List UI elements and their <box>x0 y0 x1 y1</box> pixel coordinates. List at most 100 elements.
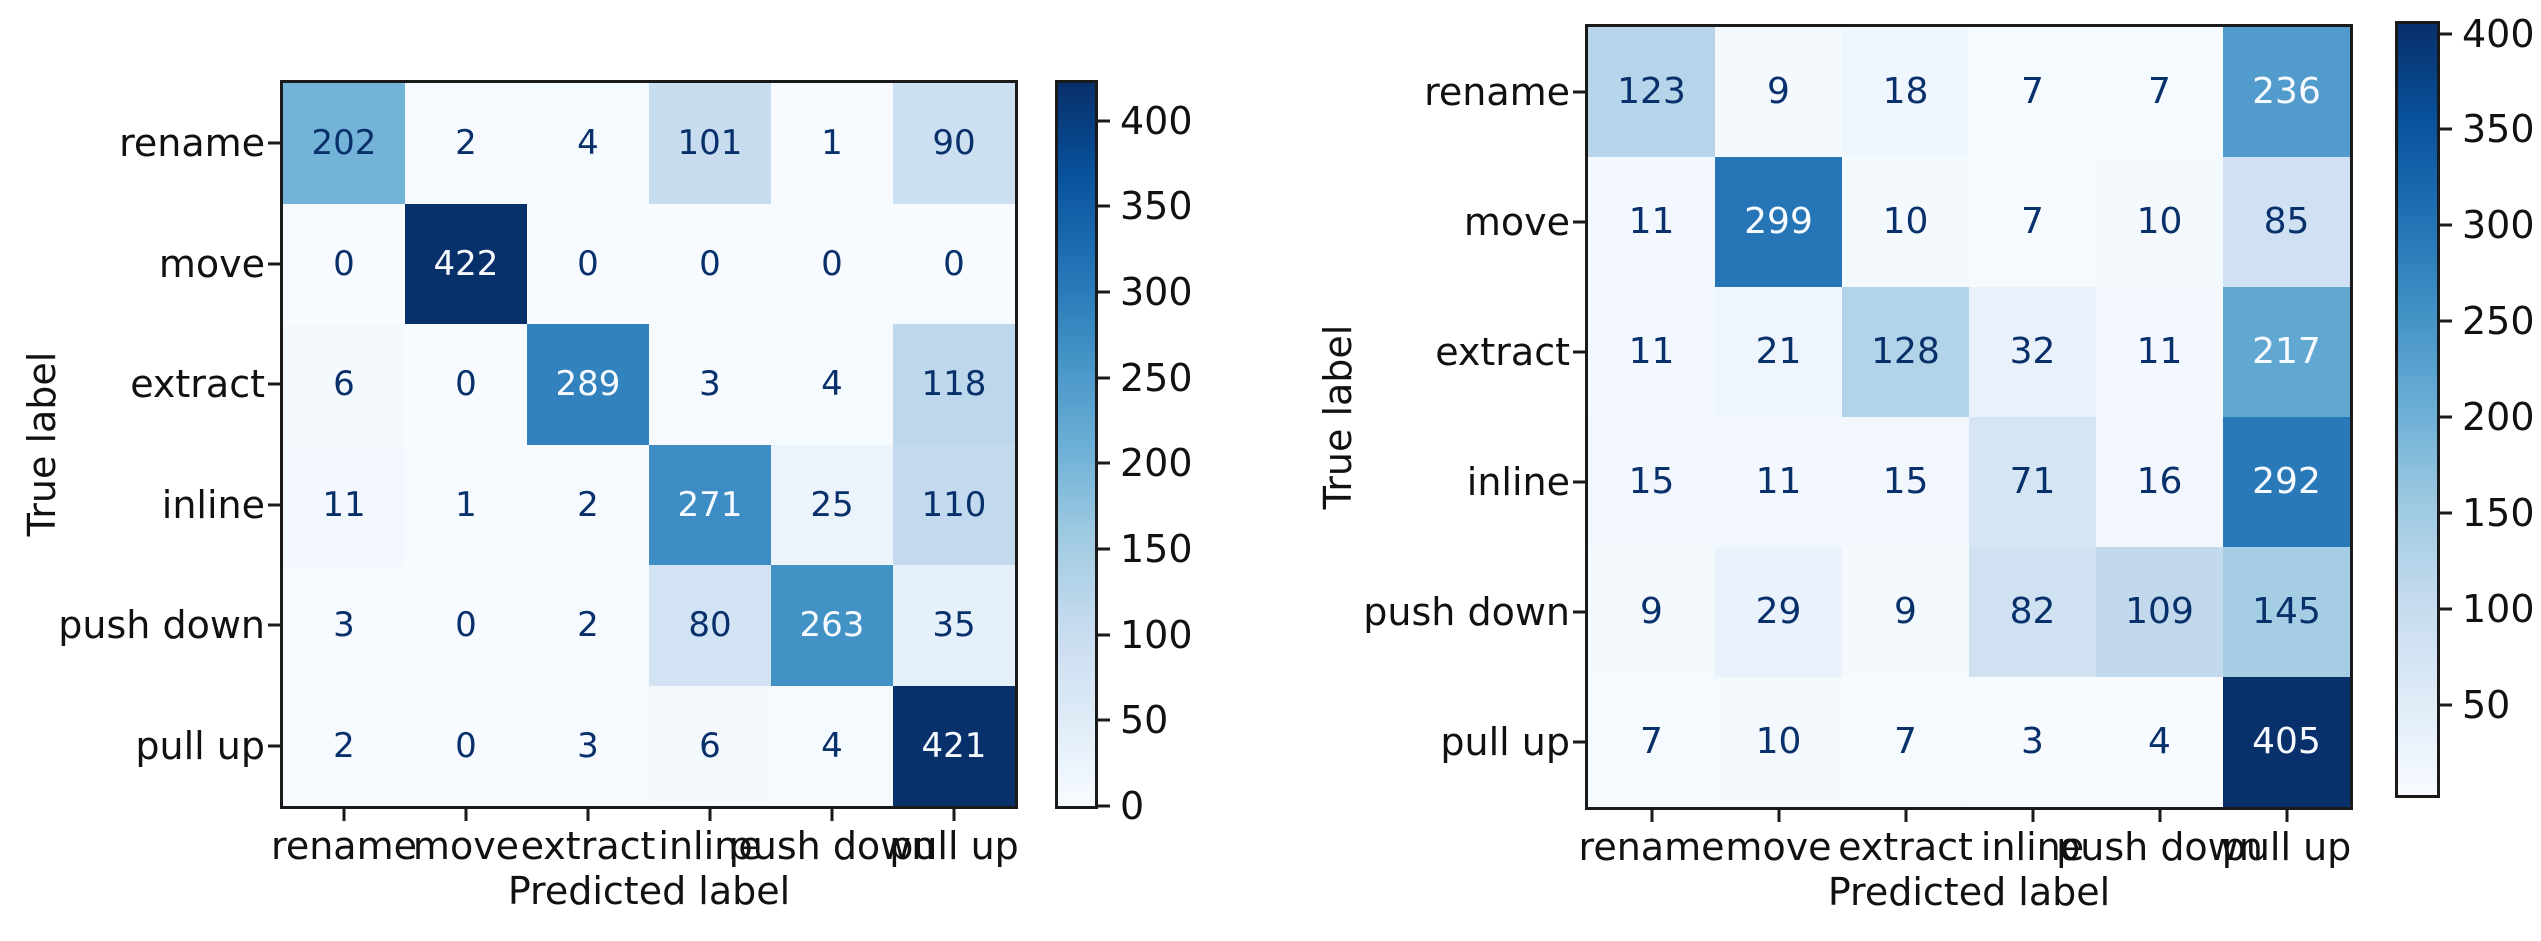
colorbar-tick-label: 300 <box>2462 203 2535 248</box>
heatmap-cell: 4 <box>2096 677 2223 807</box>
y-tick-mark <box>268 382 280 386</box>
y-tick-label: extract <box>1435 330 1570 374</box>
colorbar-tick-mark <box>2440 511 2452 515</box>
colorbar-tick-mark <box>1098 119 1110 123</box>
heatmap-cell: 18 <box>1842 27 1969 157</box>
colorbar-tick-label: 150 <box>2462 491 2535 536</box>
heatmap-cell: 109 <box>2096 547 2223 677</box>
heatmap-cell: 3 <box>527 685 649 806</box>
heatmap-cell: 11 <box>1715 417 1842 547</box>
colorbar-tick-label: 400 <box>1120 98 1193 143</box>
heatmap-cell: 4 <box>527 83 649 204</box>
heatmap-cell: 90 <box>893 83 1015 204</box>
heatmap-cell: 29 <box>1715 547 1842 677</box>
x-tick-mark <box>1777 810 1780 822</box>
colorbar-tick-label: 0 <box>1120 784 1145 828</box>
y-tick-label: extract <box>130 362 265 407</box>
y-tick-label: pull up <box>1440 720 1570 764</box>
heatmap-cell: 145 <box>2223 547 2350 677</box>
colorbar-tick-mark <box>2440 703 2452 707</box>
colorbar <box>1055 80 1098 809</box>
x-tick-mark <box>2158 810 2161 822</box>
heatmap-cell: 10 <box>2096 157 2223 287</box>
heatmap-cell: 1 <box>405 444 527 565</box>
heatmap-cell: 85 <box>2223 157 2350 287</box>
colorbar-tick-label: 300 <box>1120 270 1193 315</box>
colorbar-tick-label: 350 <box>1120 184 1193 229</box>
x-axis-label: Predicted label <box>507 869 791 913</box>
heatmap-cell: 3 <box>1969 677 2096 807</box>
colorbar <box>2395 21 2440 798</box>
heatmap-cell: 3 <box>649 324 771 445</box>
colorbar-tick-mark <box>2440 607 2452 611</box>
colorbar-tick-mark <box>1098 804 1110 808</box>
heatmap-cell: 10 <box>1715 677 1842 807</box>
x-tick-label: extract <box>520 824 656 868</box>
x-tick-label: move <box>412 824 520 868</box>
heatmap-cell: 7 <box>1969 157 2096 287</box>
heatmap-cell: 271 <box>649 444 771 565</box>
colorbar-tick-mark <box>2440 127 2452 131</box>
heatmap-cell: 9 <box>1842 547 1969 677</box>
x-tick-mark <box>830 809 834 821</box>
heatmap-cell: 2 <box>283 685 405 806</box>
x-tick-mark <box>2285 810 2288 822</box>
colorbar-tick-mark <box>1098 376 1110 380</box>
heatmap-cell: 263 <box>771 565 893 686</box>
y-tick-mark <box>1573 220 1585 224</box>
heatmap-cell: 10 <box>1842 157 1969 287</box>
colorbar-tick-mark <box>1098 718 1110 722</box>
x-tick-mark <box>342 809 346 821</box>
heatmap-cell: 6 <box>649 685 771 806</box>
heatmap-cell: 6 <box>283 324 405 445</box>
heatmap-cell: 25 <box>771 444 893 565</box>
heatmap-cell: 11 <box>283 444 405 565</box>
colorbar-tick-label: 150 <box>1120 527 1193 571</box>
colorbar-tick-label: 50 <box>2462 682 2511 727</box>
heatmap-cell: 9 <box>1715 27 1842 157</box>
heatmap-cell: 4 <box>771 324 893 445</box>
y-tick-label: inline <box>1466 460 1570 504</box>
colorbar-tick-label: 50 <box>1120 698 1169 743</box>
colorbar-tick-label: 200 <box>1120 441 1193 486</box>
y-tick-label: inline <box>161 482 265 527</box>
colorbar-tick-mark <box>1098 204 1110 208</box>
x-tick-mark <box>1904 810 1907 822</box>
colorbar-tick-label: 100 <box>1120 612 1193 657</box>
heatmap-cell: 15 <box>1842 417 1969 547</box>
heatmap-cell: 128 <box>1842 287 1969 417</box>
x-tick-label: move <box>1725 825 1832 869</box>
colorbar-tick-mark <box>2440 415 2452 419</box>
heatmap-cell: 7 <box>1969 27 2096 157</box>
heatmap-cell: 292 <box>2223 417 2350 547</box>
y-tick-label: pull up <box>135 723 265 768</box>
y-tick-mark <box>1573 740 1585 744</box>
x-tick-label: push down <box>2056 825 2263 869</box>
heatmap-cell: 0 <box>527 203 649 324</box>
colorbar-tick-mark <box>1098 633 1110 637</box>
y-tick-mark <box>268 744 280 748</box>
heatmap-cell: 101 <box>649 83 771 204</box>
x-tick-label: rename <box>271 824 417 868</box>
colorbar-tick-mark <box>1098 290 1110 294</box>
y-tick-mark <box>268 503 280 507</box>
heatmap-cell: 236 <box>2223 27 2350 157</box>
heatmap-cell: 0 <box>405 565 527 686</box>
heatmap-cell: 3 <box>283 565 405 686</box>
x-tick-mark <box>708 809 712 821</box>
colorbar-tick-label: 250 <box>1120 355 1193 400</box>
heatmap-cell: 1 <box>771 83 893 204</box>
heatmap-cell: 299 <box>1715 157 1842 287</box>
colorbar-tick-label: 250 <box>2462 299 2535 344</box>
heatmap-cell: 0 <box>893 203 1015 324</box>
x-tick-label: pull up <box>889 824 1019 868</box>
heatmap-cell: 71 <box>1969 417 2096 547</box>
y-tick-label: rename <box>1424 70 1570 114</box>
colorbar-tick-mark <box>2440 319 2452 323</box>
heatmap-cell: 289 <box>527 324 649 445</box>
x-tick-label: inline <box>1980 825 2085 869</box>
colorbar-tick-mark <box>2440 32 2452 36</box>
heatmap-cell: 11 <box>1588 287 1715 417</box>
colorbar-tick-mark <box>1098 461 1110 465</box>
